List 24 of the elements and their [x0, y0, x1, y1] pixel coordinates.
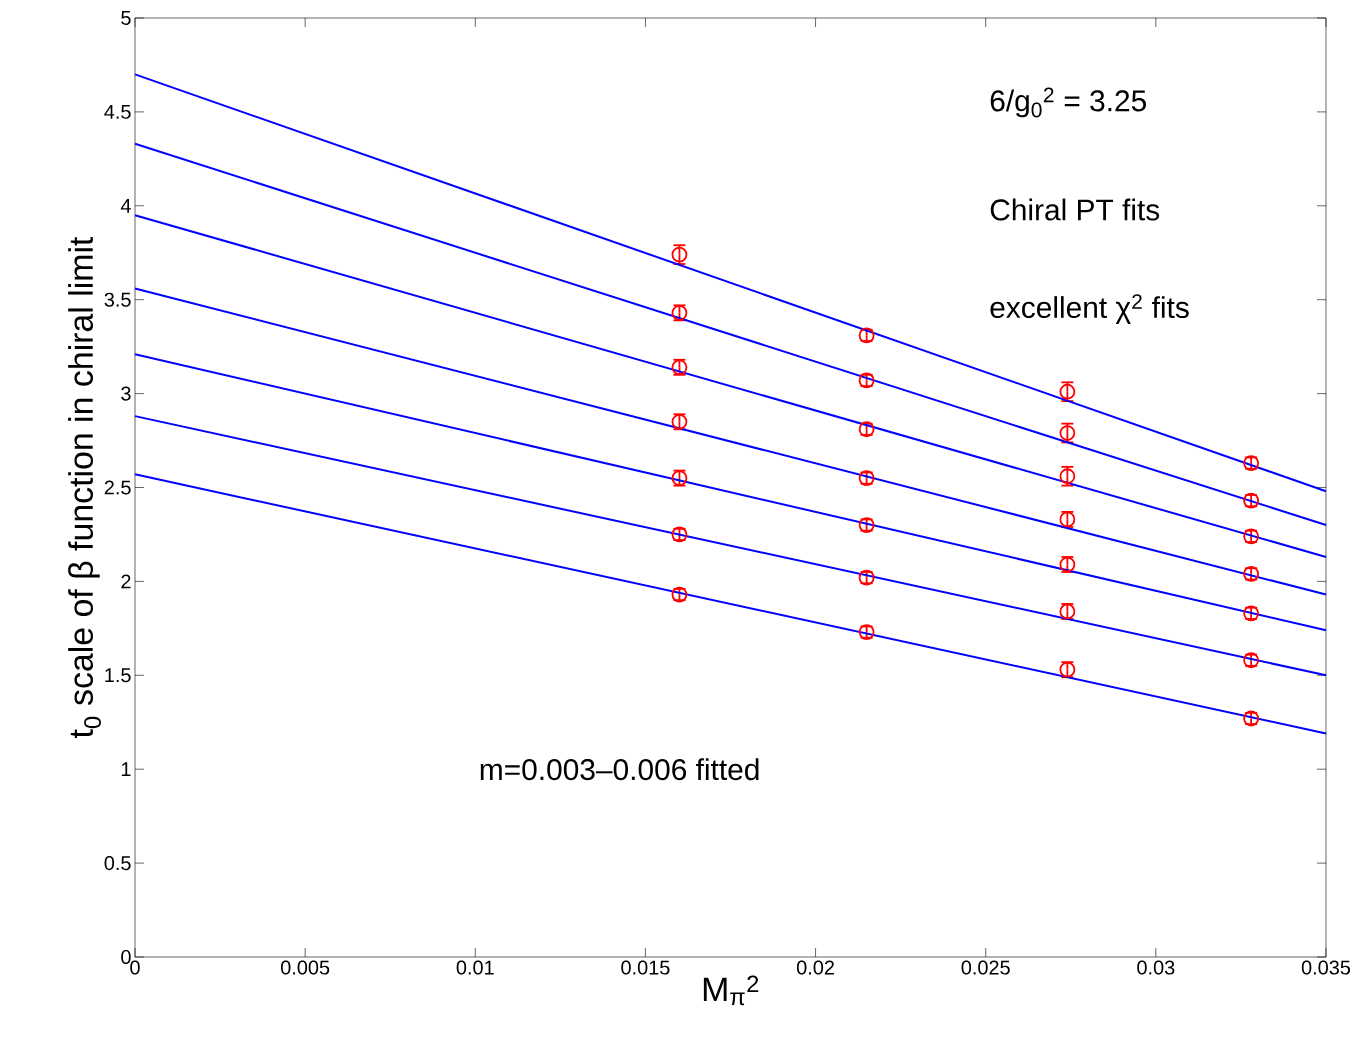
- y-axis-title: t$_{0}$ scale of β function in chiral limit: [68, 236, 101, 738]
- x-axis-title: M$_{π}$$^{2}$: [703, 975, 759, 1006]
- x-tick-label: 0.025: [961, 960, 1010, 975]
- annotation: Chiral PT fits: [990, 198, 1160, 221]
- y-tick-label: 4: [120, 198, 131, 213]
- y-tick-label: 2: [121, 574, 131, 589]
- y-tick-label: 1.5: [105, 668, 131, 683]
- x-tick-label: 0.01: [456, 960, 494, 975]
- annotation: excellent χ$^{2}$ fits: [990, 294, 1189, 324]
- y-tick-label: 3: [121, 386, 131, 401]
- y-tick-label: 0: [121, 949, 131, 965]
- annotation: 6/g$_{0}$$^{2}$ = 3.25: [990, 87, 1146, 118]
- y-tick-label: 1: [121, 762, 131, 777]
- x-tick-label: 0.03: [1137, 960, 1175, 975]
- y-tick-label: 0.5: [104, 856, 131, 871]
- y-tick-label: 4.5: [104, 104, 131, 119]
- y-tick-label: 3.5: [104, 292, 131, 307]
- x-tick-label: 0.005: [280, 960, 330, 975]
- x-tick-label: 0.035: [1301, 960, 1351, 975]
- y-tick-label: 5: [121, 11, 131, 25]
- x-tick-label: 0.015: [621, 960, 670, 975]
- x-tick-label: 0.02: [796, 960, 834, 975]
- annotation: m=0.003–0.006 fitted: [480, 758, 759, 781]
- y-tick-label: 2.5: [104, 480, 131, 495]
